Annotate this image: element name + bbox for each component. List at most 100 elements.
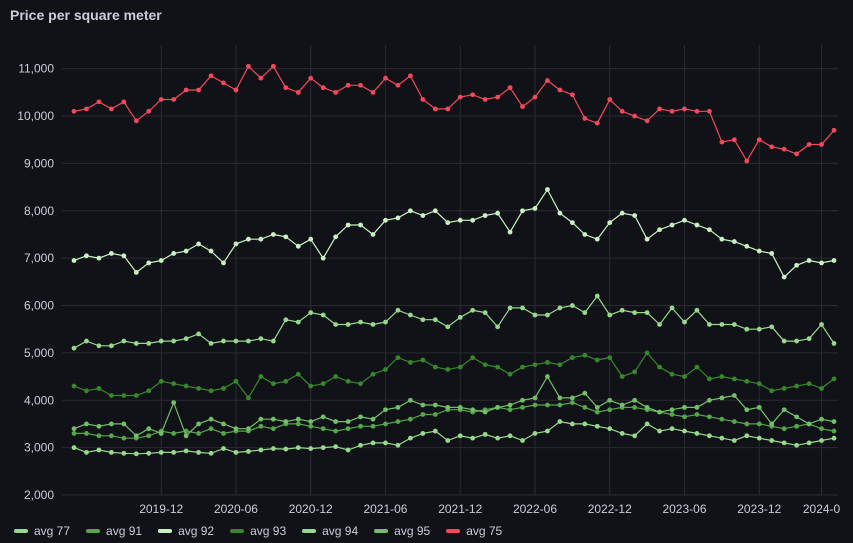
data-point — [695, 308, 700, 313]
legend-swatch — [302, 529, 316, 533]
data-point — [271, 417, 276, 422]
data-point — [371, 90, 376, 95]
legend-swatch — [14, 529, 28, 533]
data-point — [371, 440, 376, 445]
legend-item[interactable]: avg 77 — [14, 524, 70, 538]
data-point — [707, 322, 712, 327]
x-tick-label: 2020-12 — [289, 502, 333, 516]
series-line-2 — [74, 190, 834, 278]
data-point — [408, 417, 413, 422]
data-point — [134, 118, 139, 123]
data-point — [670, 372, 675, 377]
data-point — [97, 424, 102, 429]
data-point — [433, 403, 438, 408]
data-point — [732, 377, 737, 382]
data-point — [445, 220, 450, 225]
data-point — [321, 256, 326, 261]
data-point — [794, 263, 799, 268]
data-point — [72, 426, 77, 431]
legend-item[interactable]: avg 94 — [302, 524, 358, 538]
series-line-4 — [74, 296, 834, 348]
data-point — [508, 230, 513, 235]
data-point — [582, 405, 587, 410]
data-point — [582, 391, 587, 396]
data-point — [321, 313, 326, 318]
line-chart[interactable]: 2,000 3,000 4,000 5,000 6,000 7,000 8,000 9,000… — [0, 0, 853, 520]
data-point — [258, 237, 263, 242]
legend-item[interactable]: avg 75 — [446, 524, 502, 538]
data-point — [657, 365, 662, 370]
data-point — [97, 99, 102, 104]
data-point — [558, 211, 563, 216]
data-point — [794, 414, 799, 419]
data-point — [383, 320, 388, 325]
data-point — [832, 258, 837, 263]
data-point — [296, 417, 301, 422]
data-point — [321, 381, 326, 386]
data-point — [682, 429, 687, 434]
data-point — [819, 417, 824, 422]
data-point — [744, 244, 749, 249]
x-tick-label: 2024-0 — [803, 502, 841, 516]
data-point — [358, 223, 363, 228]
data-point — [209, 249, 214, 254]
data-point — [221, 80, 226, 85]
data-point — [184, 449, 189, 454]
data-point — [109, 107, 114, 112]
legend-swatch — [158, 529, 172, 533]
data-point — [420, 403, 425, 408]
data-point — [495, 324, 500, 329]
legend-item[interactable]: avg 92 — [158, 524, 214, 538]
data-point — [657, 322, 662, 327]
data-point — [296, 445, 301, 450]
data-point — [146, 260, 151, 265]
data-point — [782, 440, 787, 445]
data-point — [408, 73, 413, 78]
data-point — [171, 251, 176, 256]
data-point — [296, 90, 301, 95]
data-point — [794, 443, 799, 448]
data-point — [321, 414, 326, 419]
data-point — [146, 388, 151, 393]
data-point — [495, 365, 500, 370]
data-point — [570, 400, 575, 405]
data-point — [433, 365, 438, 370]
data-point — [782, 147, 787, 152]
legend-item[interactable]: avg 93 — [230, 524, 286, 538]
legend-item[interactable]: avg 95 — [374, 524, 430, 538]
data-point — [520, 398, 525, 403]
data-point — [645, 237, 650, 242]
data-point — [396, 308, 401, 313]
data-point — [645, 310, 650, 315]
data-point — [645, 350, 650, 355]
y-tick-label: 4,000 — [24, 393, 54, 407]
data-point — [383, 76, 388, 81]
data-point — [719, 237, 724, 242]
data-point — [545, 429, 550, 434]
data-point — [707, 227, 712, 232]
data-point — [97, 256, 102, 261]
data-point — [570, 92, 575, 97]
data-point — [234, 339, 239, 344]
data-point — [508, 407, 513, 412]
data-point — [719, 395, 724, 400]
data-point — [321, 426, 326, 431]
data-point — [121, 393, 126, 398]
data-point — [794, 339, 799, 344]
data-point — [159, 258, 164, 263]
data-point — [483, 362, 488, 367]
data-point — [221, 446, 226, 451]
data-point — [508, 305, 513, 310]
data-point — [346, 448, 351, 453]
data-point — [209, 451, 214, 456]
data-point — [483, 310, 488, 315]
data-point — [246, 64, 251, 69]
data-point — [159, 431, 164, 436]
data-point — [670, 426, 675, 431]
data-point — [620, 374, 625, 379]
data-point — [670, 407, 675, 412]
data-point — [234, 426, 239, 431]
legend-item[interactable]: avg 91 — [86, 524, 142, 538]
data-point — [832, 429, 837, 434]
data-point — [420, 97, 425, 102]
